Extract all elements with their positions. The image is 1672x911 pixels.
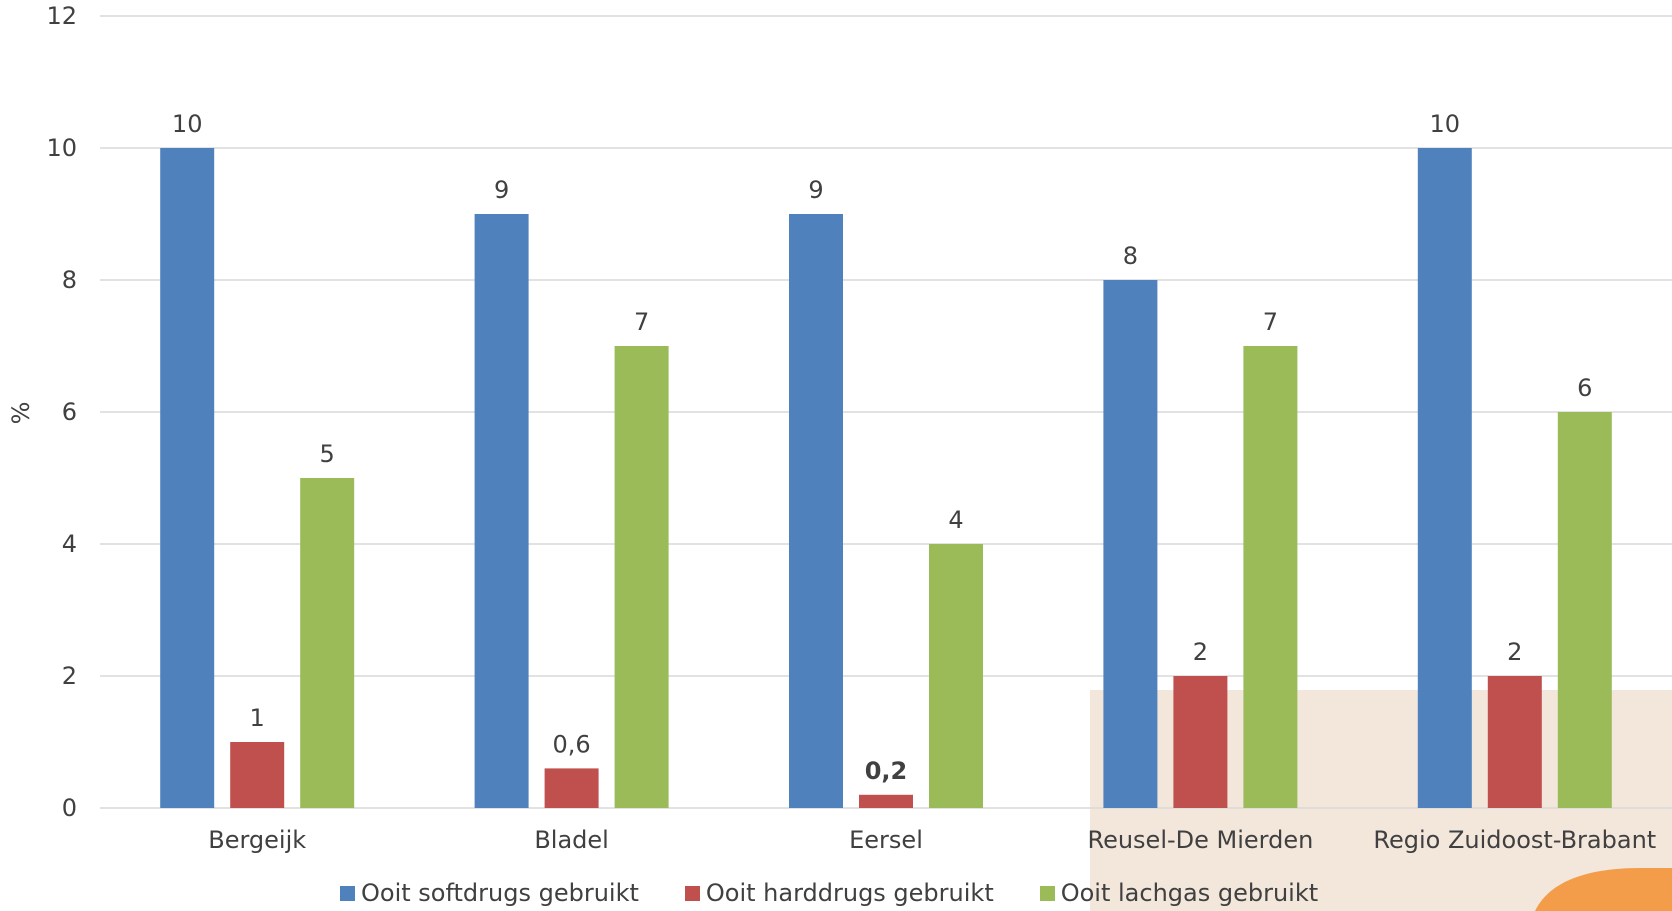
data-label: 4 <box>948 506 963 534</box>
data-label: 7 <box>1263 308 1278 336</box>
data-label: 10 <box>1430 110 1461 138</box>
y-tick-label: 4 <box>62 530 77 558</box>
x-tick-label: Bladel <box>534 826 609 854</box>
data-label: 10 <box>172 110 203 138</box>
legend: Ooit softdrugs gebruikt Ooit harddrugs g… <box>340 878 1318 908</box>
data-label: 5 <box>320 440 335 468</box>
y-axis-ticks: 0 2 4 6 8 10 12 <box>46 2 77 822</box>
bar <box>929 544 983 808</box>
y-tick-label: 12 <box>46 2 77 30</box>
bar <box>1173 676 1228 808</box>
y-axis-label: % <box>7 401 35 425</box>
data-labels: 10 1 5 9 0,6 7 9 0,2 4 8 2 7 10 2 6 <box>172 110 1593 785</box>
data-label: 2 <box>1507 638 1522 666</box>
bar <box>1557 412 1612 808</box>
data-label: 2 <box>1193 638 1208 666</box>
x-tick-label: Bergeijk <box>208 826 306 854</box>
y-tick-label: 6 <box>62 398 77 426</box>
data-label: 0,2 <box>865 757 908 785</box>
bar <box>1103 280 1158 808</box>
data-label: 7 <box>634 308 649 336</box>
grid-lines <box>100 15 1672 809</box>
data-label: 8 <box>1123 242 1138 270</box>
bar <box>1487 676 1542 808</box>
bar <box>160 148 215 808</box>
data-label: 9 <box>808 176 823 204</box>
y-tick-label: 10 <box>46 134 77 162</box>
bar <box>1417 148 1472 808</box>
data-label: 9 <box>494 176 509 204</box>
bar <box>614 346 669 808</box>
x-tick-label: Eersel <box>849 826 923 854</box>
y-tick-label: 8 <box>62 266 77 294</box>
bar <box>230 742 285 808</box>
x-tick-label: Regio Zuidoost-Brabant <box>1373 826 1656 854</box>
legend-item-lachgas: Ooit lachgas gebruikt <box>1039 879 1319 907</box>
legend-swatch <box>340 885 355 901</box>
orange-decoration <box>1535 868 1672 911</box>
y-tick-label: 0 <box>62 794 77 822</box>
data-label: 6 <box>1577 374 1592 402</box>
legend-item-harddrugs: Ooit harddrugs gebruikt <box>684 879 994 907</box>
legend-swatch <box>684 885 700 901</box>
legend-label: Ooit lachgas gebruikt <box>1060 879 1319 907</box>
y-tick-label: 2 <box>62 662 77 690</box>
data-label: 0,6 <box>553 730 591 758</box>
x-axis-labels: Bergeijk Bladel Eersel Reusel-De Mierden Reg… <box>208 826 1656 854</box>
legend-swatch <box>1039 885 1055 901</box>
bar <box>1243 346 1298 808</box>
data-label: 1 <box>250 704 265 732</box>
bars <box>160 148 1612 808</box>
bar <box>544 768 599 808</box>
legend-label: Ooit harddrugs gebruikt <box>705 879 994 907</box>
legend-label: Ooit softdrugs gebruikt <box>361 879 639 907</box>
legend-item-softdrugs: Ooit softdrugs gebruikt <box>340 879 639 907</box>
bar <box>474 214 529 808</box>
x-tick-label: Reusel-De Mierden <box>1087 826 1313 854</box>
bar <box>300 478 355 808</box>
bar <box>859 794 913 808</box>
bar <box>789 214 843 808</box>
